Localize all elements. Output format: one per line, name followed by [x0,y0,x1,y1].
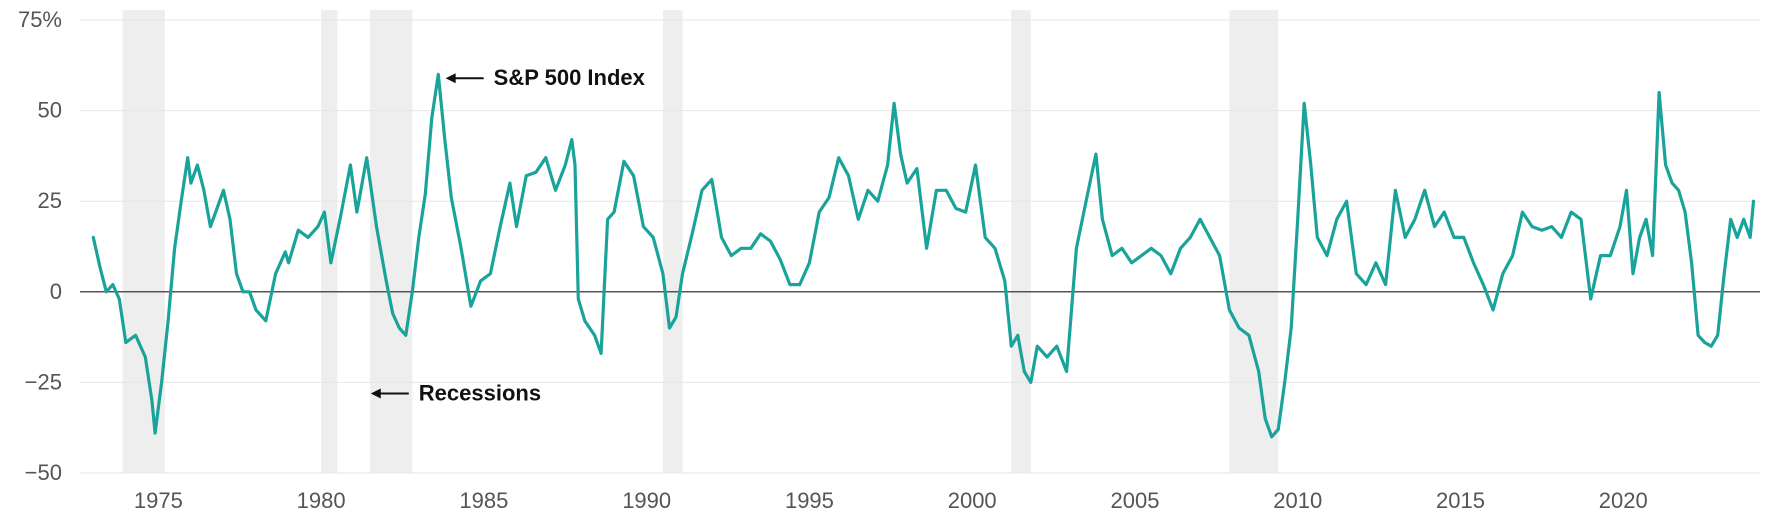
x-tick-label: 1990 [622,488,671,513]
x-tick-label: 2020 [1599,488,1648,513]
sp500-series-line [91,72,1756,439]
x-tick-label: 1975 [134,488,183,513]
x-axis-ticks: 1975 1980 1985 1990 1995 2000 2005 2010 2015 2020 [134,488,1648,513]
recession-band-5 [1229,10,1279,473]
recessions-annotation-arrow-head [370,388,381,399]
y-tick-label: 25 [38,188,62,213]
x-tick-label: 2015 [1436,488,1485,513]
x-tick-label: 2005 [1110,488,1159,513]
recession-band-2 [369,10,413,473]
recessions-annotation-label: Recessions [419,381,541,406]
x-tick-label: 2010 [1273,488,1322,513]
y-tick-label: 50 [38,98,62,123]
x-tick-label: 1995 [785,488,834,513]
recession-band-3 [662,10,683,473]
y-axis-ticks: −50 −25 0 25 50 75% [18,7,62,485]
y-tick-label: 0 [50,279,62,304]
x-tick-label: 1985 [459,488,508,513]
x-tick-label: 1980 [297,488,346,513]
y-tick-label: 75% [18,7,62,32]
annotations: S&P 500 Index Recessions [370,65,646,406]
sp500-annotation-arrow-head [445,73,456,84]
sp500-annotation-label: S&P 500 Index [494,65,646,90]
x-tick-label: 2000 [948,488,997,513]
recession-band-4 [1011,10,1031,473]
y-tick-label: −25 [25,369,62,394]
y-tick-label: −50 [25,460,62,485]
recession-band-0 [122,10,165,473]
